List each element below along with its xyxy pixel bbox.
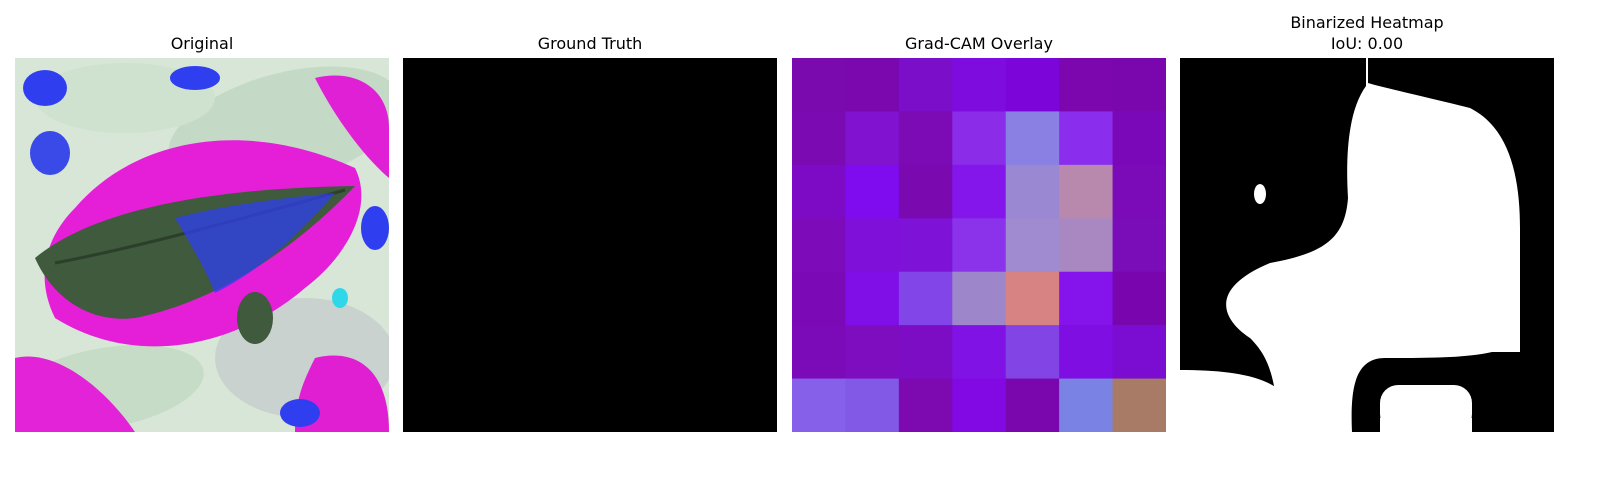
gradcam-cell xyxy=(792,111,847,166)
iou-score-label: IoU: 0.00 xyxy=(1330,34,1404,53)
gradcam-cell xyxy=(952,271,1007,326)
gradcam-overlay xyxy=(792,58,1166,432)
binarized-heatmap-drawing xyxy=(1180,58,1554,432)
gradcam-cell xyxy=(1059,325,1114,380)
gradcam-cell xyxy=(1005,111,1060,166)
gradcam-cell xyxy=(952,164,1007,219)
ground-truth-mask xyxy=(403,58,777,432)
gradcam-cell xyxy=(845,164,900,219)
gradcam-cell xyxy=(1005,271,1060,326)
gradcam-cell xyxy=(845,271,900,326)
gradcam-cell xyxy=(1112,111,1166,166)
gradcam-cell xyxy=(898,111,953,166)
gradcam-cell xyxy=(1005,218,1060,273)
binarized-heatmap xyxy=(1180,58,1554,432)
gradcam-cell xyxy=(1005,378,1060,432)
gradcam-cell xyxy=(1005,325,1060,380)
panel-title-original: Original xyxy=(170,34,234,53)
gradcam-cell xyxy=(952,378,1007,432)
gradcam-cell xyxy=(845,325,900,380)
gradcam-cell xyxy=(1005,164,1060,219)
gradcam-cell xyxy=(1005,58,1060,113)
gradcam-cell xyxy=(898,378,953,432)
gradcam-cell xyxy=(1112,271,1166,326)
gradcam-cell xyxy=(792,325,847,380)
gradcam-cell xyxy=(792,164,847,219)
gradcam-cell xyxy=(1059,271,1114,326)
panel-title-ground-truth: Ground Truth xyxy=(537,34,643,53)
gradcam-cell xyxy=(898,271,953,326)
gradcam-cell xyxy=(952,218,1007,273)
gradcam-cell xyxy=(1112,218,1166,273)
gradcam-cell xyxy=(1059,58,1114,113)
binarized-heatmap-title: Binarized Heatmap xyxy=(1290,13,1444,32)
panel-title-binarized-heatmap: Binarized Heatmap IoU: 0.00 xyxy=(1180,12,1554,54)
gradcam-cell xyxy=(792,58,847,113)
gradcam-cell xyxy=(792,218,847,273)
gradcam-cell xyxy=(1059,111,1114,166)
gradcam-cell xyxy=(845,58,900,113)
gradcam-grid xyxy=(792,58,1166,432)
gradcam-cell xyxy=(1059,164,1114,219)
gradcam-cell xyxy=(1112,58,1166,113)
gradcam-cell xyxy=(952,58,1007,113)
gradcam-cell xyxy=(845,378,900,432)
original-image xyxy=(15,58,389,432)
gradcam-cell xyxy=(898,218,953,273)
gradcam-cell xyxy=(1112,378,1166,432)
gradcam-cell xyxy=(898,325,953,380)
gradcam-cell xyxy=(792,271,847,326)
gradcam-cell xyxy=(1059,378,1114,432)
original-image-drawing xyxy=(15,58,389,432)
gradcam-cell xyxy=(1112,164,1166,219)
gradcam-cell xyxy=(952,325,1007,380)
gradcam-cell xyxy=(952,111,1007,166)
gradcam-cell xyxy=(845,218,900,273)
gradcam-cell xyxy=(792,378,847,432)
gradcam-cell xyxy=(898,58,953,113)
gradcam-cell xyxy=(1059,218,1114,273)
gradcam-cell xyxy=(898,164,953,219)
gradcam-cell xyxy=(845,111,900,166)
panel-title-gradcam-overlay: Grad-CAM Overlay xyxy=(905,34,1053,53)
gradcam-cell xyxy=(1112,325,1166,380)
